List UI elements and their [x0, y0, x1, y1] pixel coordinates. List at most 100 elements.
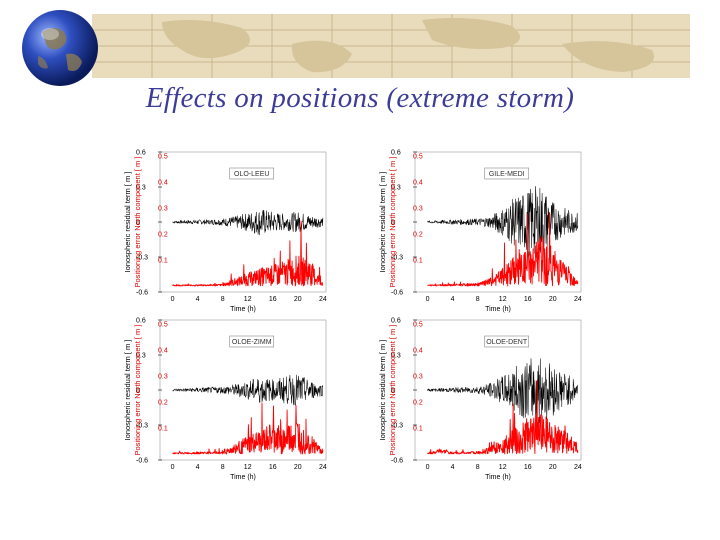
x-tick-label: 24 [319, 296, 327, 303]
x-tick-label: 20 [294, 464, 302, 471]
left-tick-label: 0.6 [136, 150, 146, 157]
left-tick-label: 0.6 [391, 150, 401, 157]
x-tick-label: 20 [549, 296, 557, 303]
positioning-error-line [172, 220, 324, 287]
x-tick-label: 0 [426, 296, 430, 303]
x-tick-label: 8 [221, 296, 225, 303]
x-tick-label: 24 [574, 296, 582, 303]
station-label: OLO-LEEU [234, 171, 269, 178]
right-axis-label: Positioning error North component [ m ] [388, 157, 397, 288]
station-label: OLOE-DENT [486, 339, 528, 346]
left-tick-label: 0.6 [136, 318, 146, 325]
x-tick-label: 8 [476, 296, 480, 303]
chart-panel-3: -0.6 -0.3 0 0.3 0.6 0.1 0.2 0.3 0.4 0.5 0 4 8 12 16 20 2… [123, 318, 327, 482]
x-tick-label: 12 [499, 464, 507, 471]
right-tick-label: 0.1 [158, 426, 168, 433]
right-tick-label: 0.2 [158, 400, 168, 407]
x-axis-label: Time (h) [230, 306, 256, 313]
x-tick-label: 16 [269, 464, 277, 471]
x-tick-label: 24 [574, 464, 582, 471]
left-tick-label: -0.6 [391, 290, 403, 297]
right-axis-label: Positioning error North component [ m ] [388, 325, 397, 456]
x-tick-label: 4 [451, 296, 455, 303]
station-label-box [229, 167, 275, 180]
right-tick-label: 0.4 [413, 180, 423, 187]
left-tick-label: 0.6 [391, 318, 401, 325]
x-axis-label: Time (h) [230, 474, 256, 481]
left-axis-label: Ionospheric residual term [ m ] [123, 340, 132, 441]
station-label-box [484, 167, 530, 180]
x-tick-label: 24 [319, 464, 327, 471]
right-tick-label: 0.4 [413, 348, 423, 355]
ionospheric-residual-line [172, 209, 324, 236]
left-tick-label: -0.6 [391, 458, 403, 465]
right-tick-label: 0.5 [413, 322, 423, 329]
x-tick-label: 0 [171, 296, 175, 303]
x-tick-label: 12 [499, 296, 507, 303]
right-tick-label: 0.3 [158, 206, 168, 213]
chart-panel-1: -0.6 -0.3 0 0.3 0.6 0.1 0.2 0.3 0.4 0.5 0 4 8 12 16 20 2… [123, 150, 327, 314]
left-axis-label: Ionospheric residual term [ m ] [123, 172, 132, 273]
x-tick-label: 16 [524, 464, 532, 471]
right-tick-label: 0.5 [158, 322, 168, 329]
ionospheric-residual-line [172, 374, 324, 406]
left-tick-label: -0.3 [391, 423, 403, 430]
chart-panel-4: -0.6 -0.3 0 0.3 0.6 0.1 0.2 0.3 0.4 0.5 0 4 8 12 16 20 2… [378, 318, 582, 482]
station-label-box [229, 335, 275, 348]
x-tick-label: 16 [524, 296, 532, 303]
station-label-box [484, 335, 530, 348]
left-tick-label: -0.3 [136, 255, 148, 262]
station-label: GILE-MEDI [489, 171, 525, 178]
left-tick-label: 0.3 [136, 185, 146, 192]
right-tick-label: 0.3 [413, 374, 423, 381]
globe-icon [20, 8, 100, 88]
x-tick-label: 20 [549, 464, 557, 471]
left-tick-label: 0.3 [136, 353, 146, 360]
chart-panel-2: -0.6 -0.3 0 0.3 0.6 0.1 0.2 0.3 0.4 0.5 0 4 8 12 16 20 2… [378, 150, 582, 314]
left-tick-label: -0.6 [136, 458, 148, 465]
right-tick-label: 0.5 [158, 154, 168, 161]
left-tick-label: -0.3 [391, 255, 403, 262]
positioning-error-line [427, 212, 579, 287]
right-tick-label: 0.4 [158, 348, 168, 355]
left-tick-label: 0 [391, 220, 395, 227]
x-tick-label: 4 [451, 464, 455, 471]
slide-title: Effects on positions (extreme storm) [145, 82, 575, 114]
decorative-map-banner [92, 14, 690, 78]
right-tick-label: 0.1 [413, 426, 423, 433]
x-tick-label: 8 [221, 464, 225, 471]
ionospheric-residual-line [427, 358, 579, 424]
x-axis-label: Time (h) [485, 474, 511, 481]
ionospheric-residual-line [427, 186, 579, 260]
right-tick-label: 0.2 [413, 400, 423, 407]
right-tick-label: 0.5 [413, 154, 423, 161]
left-tick-label: -0.3 [136, 423, 148, 430]
station-label: OLOE-ZIMM [232, 339, 272, 346]
right-tick-label: 0.2 [158, 232, 168, 239]
x-tick-label: 4 [196, 296, 200, 303]
positioning-error-line [427, 380, 579, 455]
x-tick-label: 20 [294, 296, 302, 303]
x-tick-label: 0 [171, 464, 175, 471]
x-tick-label: 0 [426, 464, 430, 471]
right-tick-label: 0.2 [413, 232, 423, 239]
x-axis-label: Time (h) [485, 306, 511, 313]
x-tick-label: 8 [476, 464, 480, 471]
left-axis-label: Ionospheric residual term [ m ] [378, 172, 387, 273]
right-axis-label: Positioning error North component [ m ] [133, 325, 142, 456]
right-axis-label: Positioning error North component [ m ] [133, 157, 142, 288]
right-tick-label: 0.4 [158, 180, 168, 187]
right-tick-label: 0.1 [158, 258, 168, 265]
x-tick-label: 4 [196, 464, 200, 471]
left-tick-label: 0 [391, 388, 395, 395]
left-axis-label: Ionospheric residual term [ m ] [378, 340, 387, 441]
right-tick-label: 0.3 [413, 206, 423, 213]
map-grid-graphic [92, 14, 690, 78]
right-tick-label: 0.3 [158, 374, 168, 381]
left-tick-label: 0.3 [391, 353, 401, 360]
left-tick-label: 0 [136, 220, 140, 227]
x-tick-label: 12 [244, 296, 252, 303]
right-tick-label: 0.1 [413, 258, 423, 265]
x-tick-label: 16 [269, 296, 277, 303]
